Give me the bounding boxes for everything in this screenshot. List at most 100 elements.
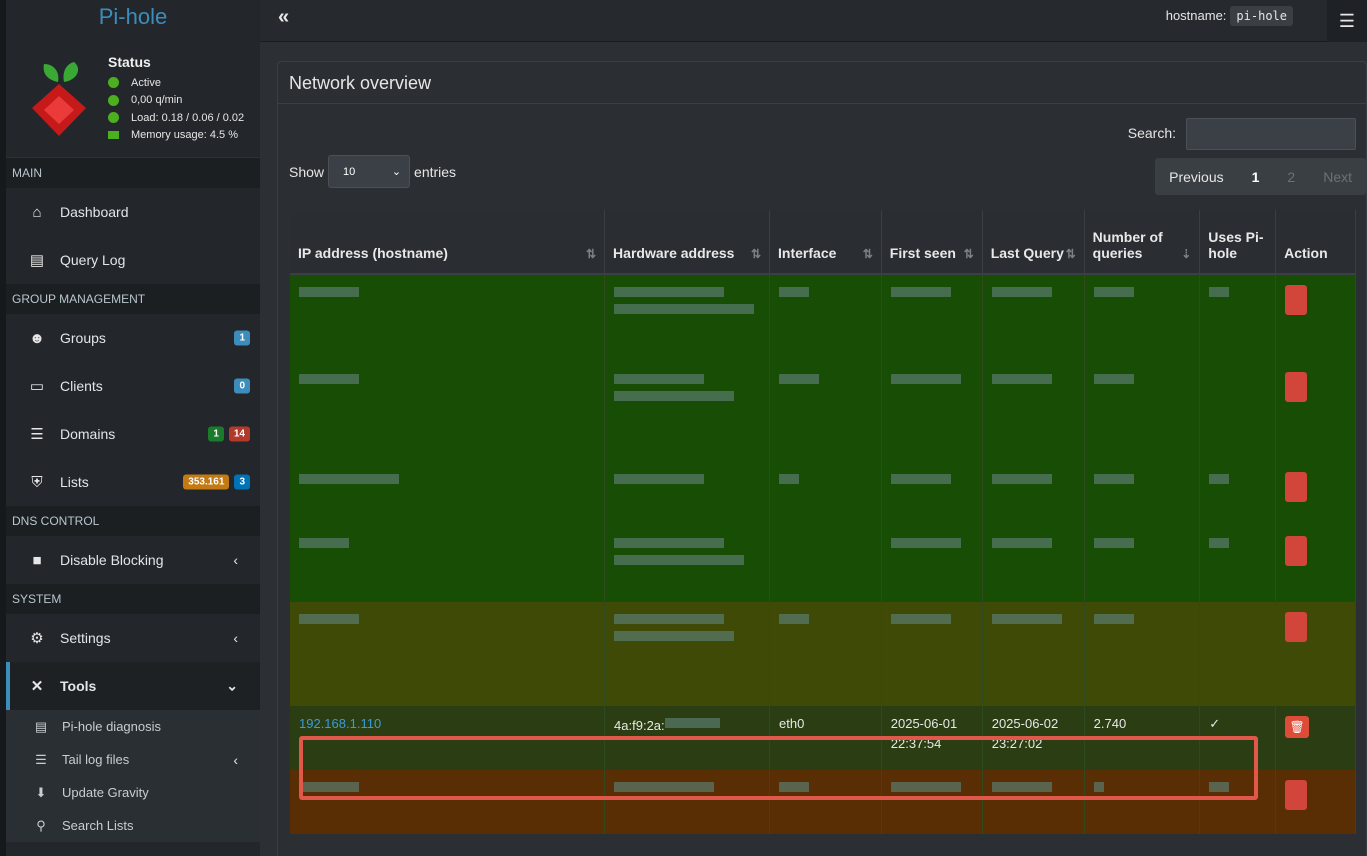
status-panel: Status Active 0,00 q/min Load: 0.18 / 0.… <box>6 34 260 158</box>
search-input[interactable] <box>1186 118 1356 150</box>
delete-button-redacted[interactable] <box>1285 536 1308 566</box>
sidebar-subitem-search-lists[interactable]: ⚲ Search Lists <box>6 809 260 842</box>
col-label: Action <box>1284 245 1328 261</box>
status-memory-label: Memory usage: 4.5 % <box>131 129 238 142</box>
sidebar-item-query-log[interactable]: ▤ Query Log <box>6 236 260 284</box>
section-system: SYSTEM <box>6 584 260 614</box>
download-icon: ⬇ <box>35 784 47 800</box>
col-last-query[interactable]: Last Query ⇅ <box>982 210 1085 275</box>
cell-interface: eth0 <box>769 706 882 770</box>
redacted-text <box>1209 474 1230 484</box>
redacted-text <box>299 614 359 624</box>
pihole-logo-icon <box>32 62 86 136</box>
sidebar-item-disable-blocking[interactable]: ■ Disable Blocking ‹ <box>6 536 260 584</box>
cell-redacted <box>1084 602 1201 706</box>
cell-hw-redacted <box>604 602 771 706</box>
file-medical-icon: ▤ <box>34 718 48 734</box>
last-query-date: 2025-06-02 <box>991 716 1059 731</box>
domains-count-badge: 353.161 <box>183 474 230 490</box>
chevron-left-icon: ‹ <box>233 630 238 646</box>
list-icon: ☰ <box>30 426 44 443</box>
sidebar-item-dashboard[interactable]: ⌂ Dashboard <box>6 188 260 236</box>
delete-button-redacted[interactable] <box>1285 612 1308 642</box>
delete-button-redacted[interactable] <box>1285 285 1308 315</box>
redacted-text <box>991 614 1062 624</box>
sidebar-subitem-pihole-diagnosis[interactable]: ▤ Pi-hole diagnosis <box>6 710 260 743</box>
col-queries[interactable]: Number of queries ⇣ <box>1084 210 1201 275</box>
col-hw[interactable]: Hardware address ⇅ <box>604 210 771 275</box>
cell-redacted <box>982 602 1085 706</box>
col-label: Interface <box>778 245 837 261</box>
cell-redacted <box>982 362 1085 462</box>
delete-button-redacted[interactable] <box>1285 472 1308 502</box>
cell-action <box>1275 274 1356 362</box>
table-row <box>290 362 1356 462</box>
redacted-text <box>299 782 359 792</box>
col-first-seen[interactable]: First seen ⇅ <box>881 210 983 275</box>
col-uses-pihole[interactable]: Uses Pi-hole <box>1199 210 1277 275</box>
sidebar-subitem-tail-log-files[interactable]: ☰ Tail log files ‹ <box>6 743 260 776</box>
redacted-text <box>779 474 800 484</box>
redacted-text <box>890 474 951 484</box>
delete-button-redacted[interactable] <box>1285 372 1308 402</box>
sidebar-item-clients[interactable]: ▭ Clients 0 <box>6 362 260 410</box>
hostname-value: pi-hole <box>1230 6 1293 26</box>
cell-redacted <box>881 770 983 834</box>
cell-ip: 192.168.1.110 <box>290 706 606 770</box>
memory-icon <box>108 131 119 140</box>
cell-ip-redacted <box>290 362 606 462</box>
redacted-text <box>614 304 755 314</box>
col-ip[interactable]: IP address (hostname) ⇅ <box>290 210 606 275</box>
table-row <box>290 274 1356 362</box>
cell-action <box>1275 602 1356 706</box>
list-icon: ☰ <box>35 751 47 767</box>
pagination-next[interactable]: Next <box>1323 168 1352 185</box>
redacted-text <box>1093 287 1134 297</box>
hamburger-menu-icon[interactable]: ☰ <box>1327 0 1367 42</box>
sidebar-item-tools[interactable]: ✕ Tools ⌄ <box>6 662 260 710</box>
delete-button-redacted[interactable] <box>1285 780 1308 810</box>
col-interface[interactable]: Interface ⇅ <box>769 210 882 275</box>
cell-redacted <box>1199 770 1277 834</box>
cell-redacted <box>1084 770 1201 834</box>
active-dot-icon <box>108 77 119 89</box>
lists-count-badge: 3 <box>234 474 250 490</box>
sort-icon: ⇅ <box>1065 247 1076 261</box>
pagination-page-1[interactable]: 1 <box>1251 168 1260 185</box>
trash-icon[interactable]: 🗑 <box>1285 716 1310 738</box>
sidebar-item-lists[interactable]: ⛨ Lists 353.161 3 <box>6 458 260 506</box>
status-rate: 0,00 q/min <box>108 92 244 110</box>
col-label: Last Query <box>990 245 1064 261</box>
pagination-previous[interactable]: Previous <box>1169 168 1224 185</box>
cell-ip-redacted <box>290 602 606 706</box>
sidebar-item-label: Dashboard <box>60 204 129 220</box>
pagination-page-2[interactable]: 2 <box>1287 168 1296 185</box>
redacted-text <box>779 374 820 384</box>
cell-hw-redacted <box>604 274 771 362</box>
cell-redacted <box>982 526 1085 602</box>
cell-first-seen: 2025-06-01 22:37:54 <box>881 706 983 770</box>
ip-address-link[interactable]: 192.168.1.110 <box>299 716 382 731</box>
sidebar-item-groups[interactable]: ☻ Groups 1 <box>6 314 260 362</box>
sidebar-subitem-update-gravity[interactable]: ⬇ Update Gravity <box>6 776 260 809</box>
cell-hw-redacted <box>604 362 771 462</box>
page-title: Network overview <box>278 62 1366 104</box>
redacted-text <box>299 374 359 384</box>
redacted-text <box>299 287 359 297</box>
search-icon: ⚲ <box>36 817 46 833</box>
page-length-select[interactable]: 10 ⌄ <box>328 155 411 188</box>
status-title: Status <box>108 54 151 70</box>
redacted-text <box>299 538 349 548</box>
gears-icon: ⚙ <box>30 630 44 647</box>
cell-redacted <box>1199 362 1277 462</box>
sidebar-subitem-label: Search Lists <box>62 818 134 833</box>
sidebar-toggle-icon[interactable]: « <box>278 6 290 28</box>
brand-logo-text[interactable]: Pi-hole <box>98 4 168 29</box>
redacted-text <box>614 538 725 548</box>
laptop-icon: ▭ <box>29 378 45 395</box>
tools-icon: ✕ <box>30 678 44 695</box>
table-row <box>290 770 1356 834</box>
sidebar-item-settings[interactable]: ⚙ Settings ‹ <box>6 614 260 662</box>
sidebar-item-domains[interactable]: ☰ Domains 1 14 <box>6 410 260 458</box>
status-load-label: Load: 0.18 / 0.06 / 0.02 <box>131 111 245 124</box>
